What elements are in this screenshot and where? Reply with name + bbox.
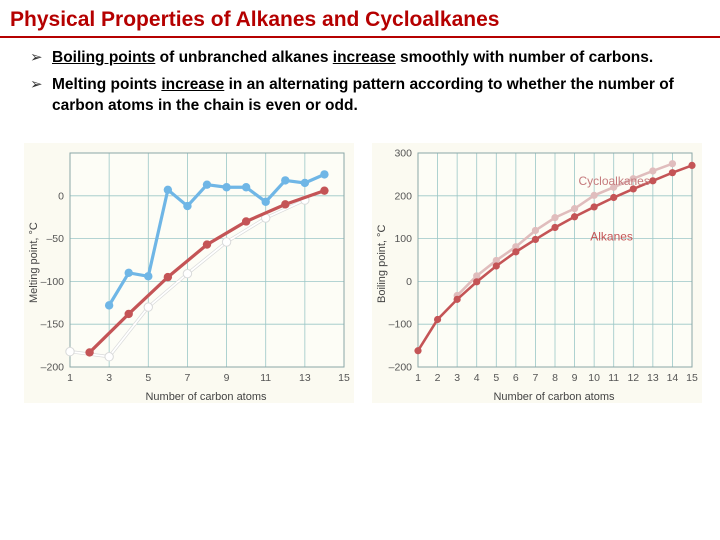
svg-text:1: 1 <box>415 372 421 384</box>
chart2-xlabel: Number of carbon atoms <box>372 391 702 403</box>
svg-text:9: 9 <box>224 372 230 384</box>
svg-text:11: 11 <box>608 372 619 384</box>
arrow-icon: ➢ <box>30 75 52 117</box>
boiling-point-chart: –200–1000100200300123456789101112131415C… <box>372 143 702 403</box>
svg-text:Alkanes: Alkanes <box>590 230 633 244</box>
svg-text:7: 7 <box>185 372 191 384</box>
svg-text:–50: –50 <box>46 233 64 245</box>
svg-text:5: 5 <box>145 372 151 384</box>
bullet-1-text: Boiling points of unbranched alkanes inc… <box>52 48 653 69</box>
svg-text:5: 5 <box>493 372 499 384</box>
svg-text:–100: –100 <box>389 318 413 330</box>
chart1-ylabel: Melting point, °C <box>28 222 40 303</box>
svg-text:15: 15 <box>686 372 698 384</box>
bp-t2: smoothly with number of carbons. <box>396 49 654 66</box>
svg-text:8: 8 <box>552 372 558 384</box>
svg-text:3: 3 <box>106 372 112 384</box>
svg-text:4: 4 <box>474 372 480 384</box>
svg-text:2: 2 <box>435 372 441 384</box>
svg-text:300: 300 <box>394 147 412 159</box>
bullet-list: ➢ Boiling points of unbranched alkanes i… <box>0 48 720 117</box>
svg-text:0: 0 <box>406 276 412 288</box>
mp-t1: Melting points <box>52 76 161 93</box>
bullet-1: ➢ Boiling points of unbranched alkanes i… <box>30 48 680 69</box>
svg-text:14: 14 <box>667 372 679 384</box>
svg-text:13: 13 <box>647 372 659 384</box>
bp-t1: of unbranched alkanes <box>155 49 332 66</box>
svg-text:100: 100 <box>394 233 412 245</box>
bp-underline: Boiling points <box>52 49 155 66</box>
svg-text:15: 15 <box>338 372 350 384</box>
svg-text:200: 200 <box>394 190 412 202</box>
melting-point-chart: –200–150–100–50013579111315 Melting poin… <box>24 143 354 403</box>
svg-text:6: 6 <box>513 372 519 384</box>
svg-text:–200: –200 <box>389 361 413 373</box>
chart1-xlabel: Number of carbon atoms <box>24 391 354 403</box>
chart2-ylabel: Boiling point, °C <box>376 224 388 302</box>
svg-text:1: 1 <box>67 372 73 384</box>
svg-text:–100: –100 <box>41 276 65 288</box>
svg-text:–150: –150 <box>41 318 65 330</box>
bp-inc: increase <box>333 49 396 66</box>
svg-text:12: 12 <box>627 372 639 384</box>
svg-text:Cycloalkanes: Cycloalkanes <box>578 174 649 188</box>
bullet-2-text: Melting points increase in an alternatin… <box>52 75 680 117</box>
svg-text:3: 3 <box>454 372 460 384</box>
svg-text:–200: –200 <box>41 361 65 373</box>
svg-text:0: 0 <box>58 190 64 202</box>
svg-text:7: 7 <box>533 372 539 384</box>
page-title: Physical Properties of Alkanes and Cyclo… <box>0 0 720 38</box>
svg-text:11: 11 <box>260 372 271 384</box>
svg-text:13: 13 <box>299 372 311 384</box>
bullet-2: ➢ Melting points increase in an alternat… <box>30 75 680 117</box>
charts-row: –200–150–100–50013579111315 Melting poin… <box>0 123 720 403</box>
arrow-icon: ➢ <box>30 48 52 69</box>
mp-inc: increase <box>161 76 224 93</box>
svg-text:9: 9 <box>572 372 578 384</box>
svg-text:10: 10 <box>588 372 600 384</box>
